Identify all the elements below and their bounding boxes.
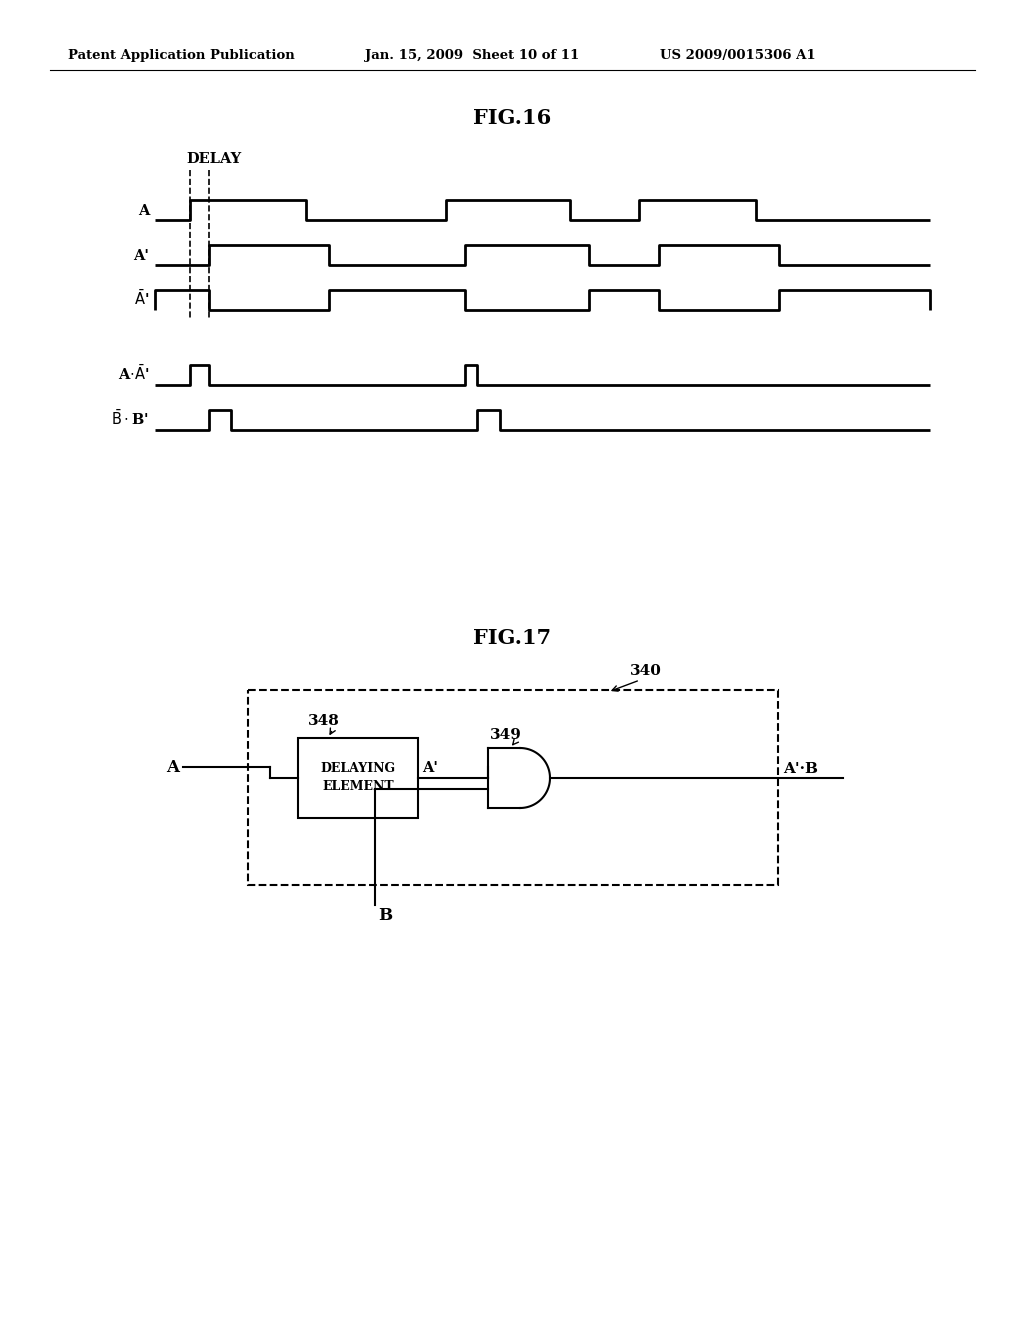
Text: B: B xyxy=(378,907,392,924)
Text: A': A' xyxy=(133,249,150,263)
Text: A'·B: A'·B xyxy=(783,762,818,776)
Text: Patent Application Publication: Patent Application Publication xyxy=(68,49,295,62)
Text: Jan. 15, 2009  Sheet 10 of 11: Jan. 15, 2009 Sheet 10 of 11 xyxy=(365,49,580,62)
Bar xyxy=(298,738,418,818)
Text: 349: 349 xyxy=(490,729,522,742)
Text: A: A xyxy=(137,205,150,218)
Text: A: A xyxy=(166,759,179,776)
Text: ELEMENT: ELEMENT xyxy=(323,780,394,793)
Text: FIG.17: FIG.17 xyxy=(473,628,551,648)
Text: A$\cdot\bar{\rm A}$': A$\cdot\bar{\rm A}$' xyxy=(118,364,150,383)
Text: A': A' xyxy=(422,762,438,775)
Text: DELAY: DELAY xyxy=(186,152,241,166)
Bar xyxy=(248,690,778,884)
Text: 340: 340 xyxy=(630,664,662,678)
Text: US 2009/0015306 A1: US 2009/0015306 A1 xyxy=(660,49,816,62)
Text: DELAYING: DELAYING xyxy=(321,763,395,776)
Text: FIG.16: FIG.16 xyxy=(473,108,551,128)
Text: $\bar{\rm A}$': $\bar{\rm A}$' xyxy=(134,289,150,308)
Text: 348: 348 xyxy=(308,714,340,729)
Text: $\bar{\rm B}\cdot$B': $\bar{\rm B}\cdot$B' xyxy=(112,409,150,428)
